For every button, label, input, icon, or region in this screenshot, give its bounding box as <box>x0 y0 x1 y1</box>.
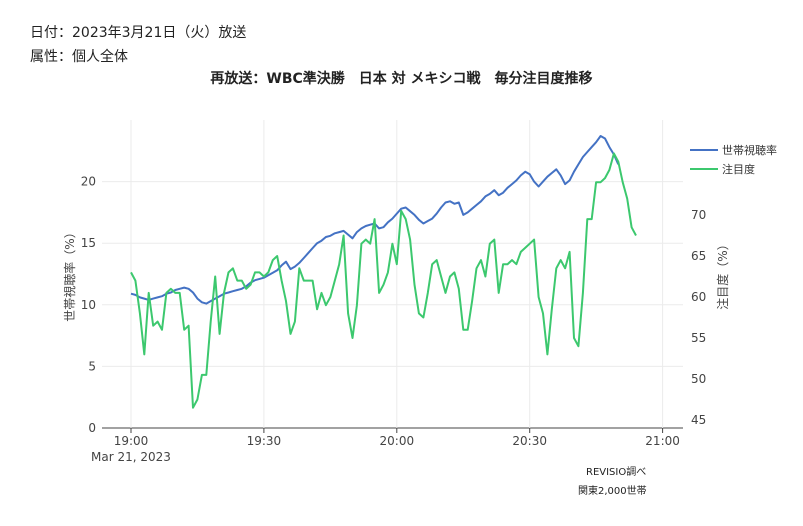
legend-label: 注目度 <box>722 162 755 176</box>
right-axis-title: 注目度（%） <box>715 238 730 309</box>
right-tick-label: 55 <box>691 331 706 345</box>
left-tick-label: 15 <box>81 236 96 250</box>
right-y-axis: 45 50 55 60 65 70 <box>691 208 706 427</box>
left-tick-label: 20 <box>81 175 96 189</box>
left-y-axis: 0 5 10 15 20 <box>81 175 96 435</box>
left-tick-label: 5 <box>88 359 96 373</box>
left-tick-label: 10 <box>81 298 96 312</box>
x-tick-date: Mar 21, 2023 <box>91 450 171 464</box>
attention-line <box>130 152 637 409</box>
sample-note: 関東2,000世帯 <box>578 486 647 497</box>
broadcast-date: 日付：2023年3月21日（火）放送 <box>30 25 247 41</box>
right-tick-label: 60 <box>691 290 706 304</box>
right-tick-label: 50 <box>691 372 706 386</box>
x-tick-label: 20:00 <box>380 434 415 448</box>
series-layer <box>130 135 637 409</box>
right-tick-label: 65 <box>691 249 706 263</box>
right-tick-label: 45 <box>691 413 706 427</box>
x-tick-label: 19:00 <box>114 434 149 448</box>
grid-lines <box>102 120 683 429</box>
x-axis: 19:00 Mar 21, 2023 19:30 20:00 20:30 21:00 <box>91 428 680 464</box>
left-tick-label: 0 <box>88 421 96 435</box>
source-note: REVISIO調べ <box>586 467 647 478</box>
chart-title: 再放送：WBC準決勝 日本 対 メキシコ戦 毎分注目度推移 <box>210 71 593 87</box>
x-tick-label: 21:00 <box>645 434 680 448</box>
legend-label: 世帯視聴率 <box>722 143 777 157</box>
audience-attribute: 属性：個人全体 <box>30 49 128 65</box>
x-tick-label: 19:30 <box>247 434 282 448</box>
x-tick-label: 20:30 <box>512 434 547 448</box>
left-axis-title: 世帯視聴率（%） <box>62 226 77 321</box>
right-tick-label: 70 <box>691 208 706 222</box>
